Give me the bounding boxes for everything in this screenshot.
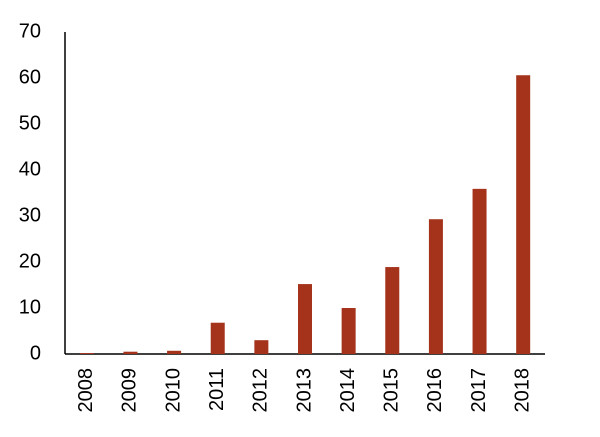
x-tick-label: 2010 xyxy=(162,368,184,413)
x-tick-label: 2018 xyxy=(511,368,533,413)
bar xyxy=(516,75,531,355)
y-tick-label: 20 xyxy=(19,250,41,272)
bar xyxy=(472,188,487,354)
bar xyxy=(254,340,269,354)
x-tick-label: 2009 xyxy=(119,368,141,413)
bar xyxy=(167,350,182,354)
x-tick-label: 2011 xyxy=(206,368,228,411)
x-tick-label: 2013 xyxy=(293,368,315,413)
x-tick-label: 2015 xyxy=(381,368,403,413)
y-tick-label: 30 xyxy=(19,204,41,226)
bar xyxy=(385,267,400,354)
y-tick-label: 0 xyxy=(30,342,41,364)
bar xyxy=(210,322,225,354)
y-tick-label: 70 xyxy=(19,20,41,42)
x-tick-label: 2016 xyxy=(424,368,446,413)
y-tick-label: 40 xyxy=(19,158,41,180)
y-tick-label: 50 xyxy=(19,112,41,134)
x-tick-label: 2017 xyxy=(468,368,490,413)
bar xyxy=(298,284,312,354)
y-tick-label: 10 xyxy=(19,296,41,318)
bar xyxy=(428,219,443,354)
x-tick-label: 2008 xyxy=(75,368,97,413)
bar xyxy=(79,353,94,354)
bar xyxy=(123,351,138,354)
x-tick-label: 2012 xyxy=(250,368,272,413)
y-tick-label: 60 xyxy=(19,66,41,88)
bar xyxy=(341,308,356,354)
x-tick-label: 2014 xyxy=(337,368,359,413)
